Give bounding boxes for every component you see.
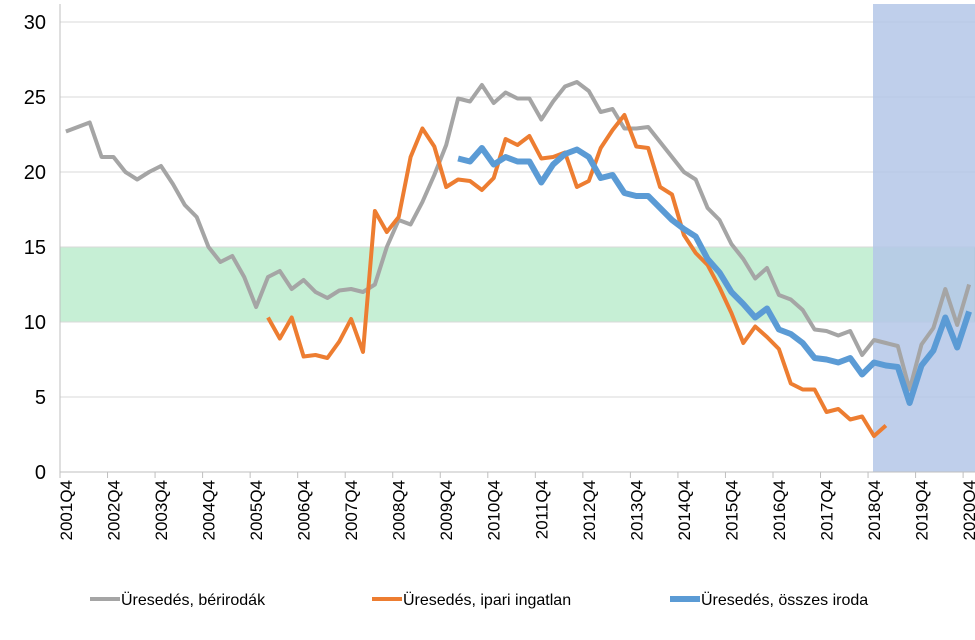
y-tick-label: 15 <box>24 237 46 259</box>
x-tick-label: 2003Q4 <box>152 480 171 541</box>
x-tick-label: 2020Q4 <box>960 480 975 541</box>
y-tick-label: 25 <box>24 87 46 109</box>
x-tick-label: 2005Q4 <box>247 480 266 541</box>
x-tick-label: 2014Q4 <box>675 480 694 541</box>
x-tick-label: 2009Q4 <box>437 480 456 541</box>
y-tick-label: 0 <box>35 462 46 484</box>
x-tick-label: 2012Q4 <box>580 480 599 541</box>
x-tick-label: 2001Q4 <box>57 480 76 541</box>
series-line <box>266 113 888 438</box>
legend-label: Üresedés, bérirodák <box>121 591 266 609</box>
series-line <box>457 145 972 406</box>
x-tick-label: 2011Q4 <box>532 480 551 539</box>
x-tick-label: 2008Q4 <box>390 480 409 541</box>
y-tick-label: 10 <box>24 312 46 334</box>
x-tick-label: 2010Q4 <box>485 480 504 541</box>
x-tick-label: 2002Q4 <box>104 480 123 541</box>
y-tick-label: 5 <box>35 387 46 409</box>
forecast-shade <box>873 4 975 472</box>
legend-label: Üresedés, ipari ingatlan <box>403 591 571 609</box>
target-band <box>59 246 975 323</box>
x-tick-label: 2018Q4 <box>865 480 884 541</box>
y-tick-label: 30 <box>24 12 46 34</box>
x-tick-label: 2007Q4 <box>342 480 361 541</box>
legend-label: Üresedés, összes iroda <box>701 591 868 609</box>
x-tick-label: 2013Q4 <box>627 480 646 541</box>
x-tick-label: 2004Q4 <box>200 480 219 541</box>
x-tick-label: 2016Q4 <box>770 480 789 541</box>
series-line <box>65 80 972 392</box>
y-tick-label: 20 <box>24 162 46 184</box>
x-tick-label: 2015Q4 <box>722 480 741 541</box>
x-tick-label: 2006Q4 <box>295 480 314 541</box>
x-tick-label: 2017Q4 <box>817 480 836 541</box>
x-tick-label: 2019Q4 <box>913 480 932 541</box>
